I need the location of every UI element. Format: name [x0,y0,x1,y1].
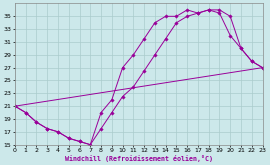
X-axis label: Windchill (Refroidissement éolien,°C): Windchill (Refroidissement éolien,°C) [65,155,213,162]
